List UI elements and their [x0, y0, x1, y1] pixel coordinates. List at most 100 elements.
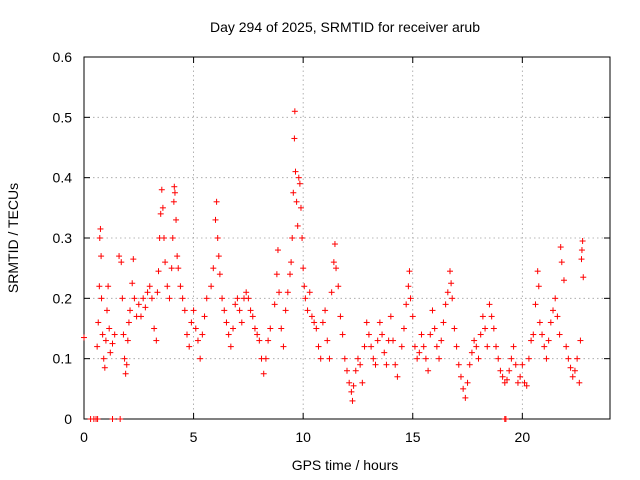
data-point — [294, 222, 301, 229]
data-point — [197, 355, 204, 362]
data-point — [299, 235, 306, 241]
data-point — [262, 355, 269, 362]
data-point — [249, 313, 256, 320]
data-point — [433, 343, 440, 350]
data-point — [117, 416, 124, 422]
data-point — [442, 301, 449, 308]
data-point — [101, 364, 108, 371]
data-point — [488, 313, 495, 320]
data-point — [394, 373, 401, 380]
data-point — [486, 301, 493, 308]
data-point — [107, 349, 114, 356]
data-point — [287, 271, 294, 278]
data-point — [506, 367, 513, 374]
data-point — [376, 319, 383, 326]
data-point — [333, 265, 340, 272]
data-point — [350, 382, 357, 389]
data-point — [528, 337, 535, 344]
data-point — [560, 277, 567, 284]
data-point — [225, 331, 232, 338]
data-point — [160, 235, 167, 241]
data-point — [158, 186, 165, 193]
data-point — [578, 247, 585, 254]
data-point — [119, 295, 126, 302]
data-point — [102, 337, 109, 344]
data-point — [104, 307, 111, 314]
data-point — [120, 331, 127, 338]
data-point — [130, 256, 137, 263]
data-point — [155, 268, 162, 275]
data-point — [510, 343, 517, 350]
data-point — [311, 319, 318, 326]
data-point — [348, 388, 355, 395]
data-point — [274, 247, 281, 254]
data-point — [247, 307, 254, 314]
data-point — [190, 307, 197, 314]
data-point — [403, 301, 410, 308]
data-point — [539, 331, 546, 338]
data-point — [444, 289, 451, 296]
data-point — [554, 313, 561, 320]
data-point — [558, 259, 565, 266]
data-point — [400, 325, 407, 332]
y-tick-label: 0.2 — [53, 290, 73, 306]
data-point — [291, 108, 298, 115]
data-point — [571, 367, 578, 374]
data-point — [137, 313, 144, 320]
data-point — [296, 180, 303, 187]
data-point — [99, 331, 106, 338]
data-point — [265, 337, 272, 344]
data-point — [282, 307, 289, 314]
axis-ticks — [83, 56, 610, 420]
data-point — [199, 331, 206, 338]
data-point — [523, 382, 530, 389]
y-axis-label: SRMTID / TECUs — [5, 183, 21, 293]
data-point — [121, 355, 128, 362]
data-point — [124, 337, 131, 344]
data-point — [429, 307, 436, 314]
data-point — [414, 355, 421, 362]
chart-title: Day 294 of 2025, SRMTID for receiver aru… — [210, 19, 480, 35]
data-point — [301, 283, 308, 290]
data-point — [328, 289, 335, 296]
data-point — [460, 385, 467, 392]
data-point — [420, 343, 427, 350]
data-point — [535, 283, 542, 290]
data-point — [339, 331, 346, 338]
x-tick-label: 0 — [80, 429, 88, 445]
data-point — [94, 343, 101, 350]
data-point — [236, 307, 243, 314]
data-point — [475, 355, 482, 362]
data-point — [497, 367, 504, 374]
data-point — [148, 295, 155, 302]
data-point — [289, 235, 296, 241]
data-point — [238, 319, 245, 326]
data-point — [337, 313, 344, 320]
data-point — [98, 295, 105, 302]
data-point — [471, 337, 478, 344]
data-point — [177, 283, 184, 290]
data-point — [123, 361, 130, 368]
data-point — [157, 210, 164, 217]
x-tick-label: 10 — [295, 429, 311, 445]
data-point — [179, 295, 186, 302]
data-point — [194, 337, 201, 344]
data-point — [346, 379, 353, 386]
data-point — [271, 301, 278, 308]
data-point — [151, 325, 158, 332]
x-tick-label: 5 — [190, 429, 198, 445]
data-point — [550, 307, 557, 314]
data-point — [406, 268, 413, 275]
data-point — [363, 319, 370, 326]
data-point — [184, 331, 191, 338]
data-point — [398, 343, 405, 350]
data-points — [81, 108, 587, 422]
data-point — [407, 295, 414, 302]
data-point — [308, 313, 315, 320]
data-point — [105, 283, 112, 290]
data-point — [169, 235, 176, 241]
data-point — [267, 325, 274, 332]
data-point — [466, 361, 473, 368]
data-point — [431, 325, 438, 332]
data-point — [300, 265, 307, 272]
